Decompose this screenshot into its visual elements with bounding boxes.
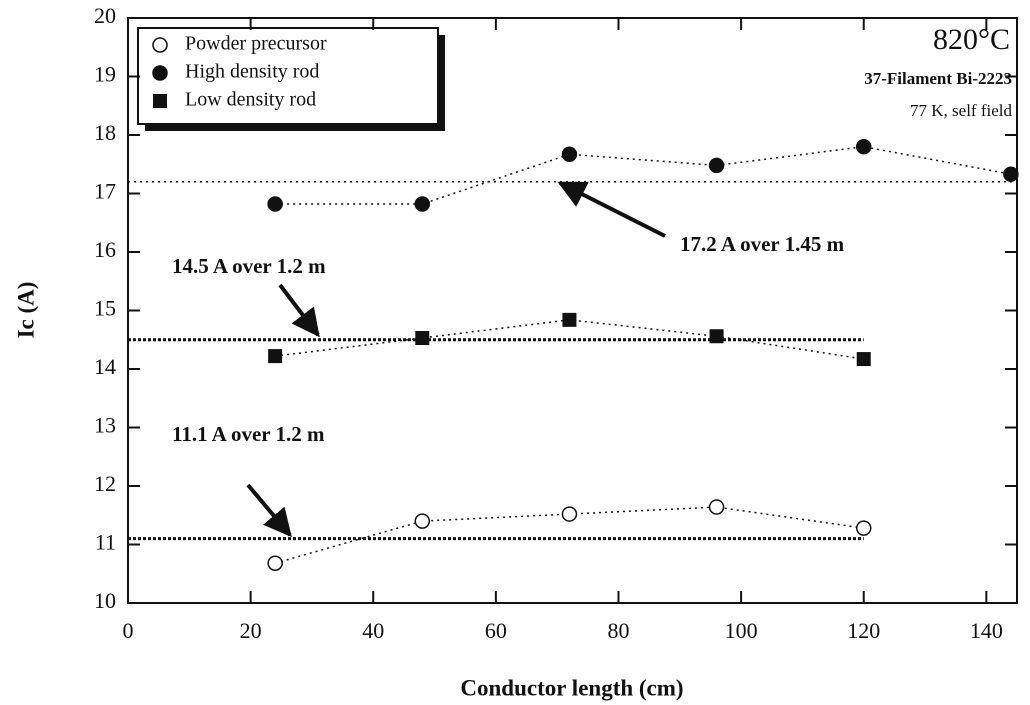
- annotation: 77 K, self field: [910, 101, 1012, 120]
- marker: [414, 513, 431, 529]
- marker: [562, 312, 577, 327]
- y-tick-label: 15: [94, 296, 116, 321]
- y-tick-label: 17: [94, 179, 116, 204]
- y-tick-label: 20: [94, 3, 116, 28]
- annotation: 820°C: [933, 23, 1010, 56]
- legend-label: Powder precursor: [185, 33, 327, 55]
- annotation: 17.2 A over 1.45 m: [680, 232, 845, 256]
- legend-label: High density rod: [185, 61, 319, 83]
- marker: [856, 352, 871, 367]
- marker: [415, 330, 430, 345]
- x-tick-label: 0: [123, 618, 134, 643]
- marker: [152, 37, 168, 53]
- annotation: 14.5 A over 1.2 m: [172, 254, 326, 278]
- legend: [137, 27, 439, 125]
- x-tick-label: 140: [970, 618, 1003, 643]
- y-axis-label: Ic (A): [13, 282, 38, 339]
- marker: [153, 94, 167, 108]
- marker: [268, 349, 283, 364]
- x-tick-label: 20: [240, 618, 262, 643]
- x-tick-label: 60: [485, 618, 507, 643]
- marker: [709, 329, 724, 344]
- annotation: 37-Filament Bi-2223: [864, 69, 1012, 88]
- marker: [267, 196, 283, 212]
- marker: [561, 146, 578, 163]
- y-tick-label: 12: [94, 471, 116, 496]
- marker: [708, 499, 725, 515]
- marker: [561, 506, 578, 522]
- x-tick-label: 120: [847, 618, 880, 643]
- series-line: [275, 145, 1012, 205]
- arrow: [246, 483, 292, 538]
- y-tick-label: 14: [94, 354, 116, 379]
- x-axis-label: Conductor length (cm): [460, 675, 683, 700]
- y-tick-label: 16: [94, 237, 116, 262]
- y-tick-label: 11: [95, 530, 116, 555]
- marker: [855, 138, 872, 155]
- marker: [708, 157, 725, 174]
- legend-label: Low density rod: [185, 89, 316, 111]
- annotation: 11.1 A over 1.2 m: [172, 422, 325, 446]
- marker: [414, 196, 431, 212]
- y-tick-label: 19: [94, 62, 116, 87]
- marker: [267, 555, 283, 571]
- arrow: [557, 181, 666, 238]
- marker: [1003, 166, 1019, 182]
- x-tick-label: 40: [362, 618, 384, 643]
- marker: [855, 520, 872, 536]
- y-tick-label: 18: [94, 120, 116, 145]
- y-tick-label: 13: [94, 413, 116, 438]
- arrow: [278, 283, 320, 338]
- marker: [152, 65, 168, 81]
- x-tick-label: 80: [607, 618, 629, 643]
- x-tick-label: 100: [725, 618, 758, 643]
- y-tick-label: 10: [94, 588, 116, 613]
